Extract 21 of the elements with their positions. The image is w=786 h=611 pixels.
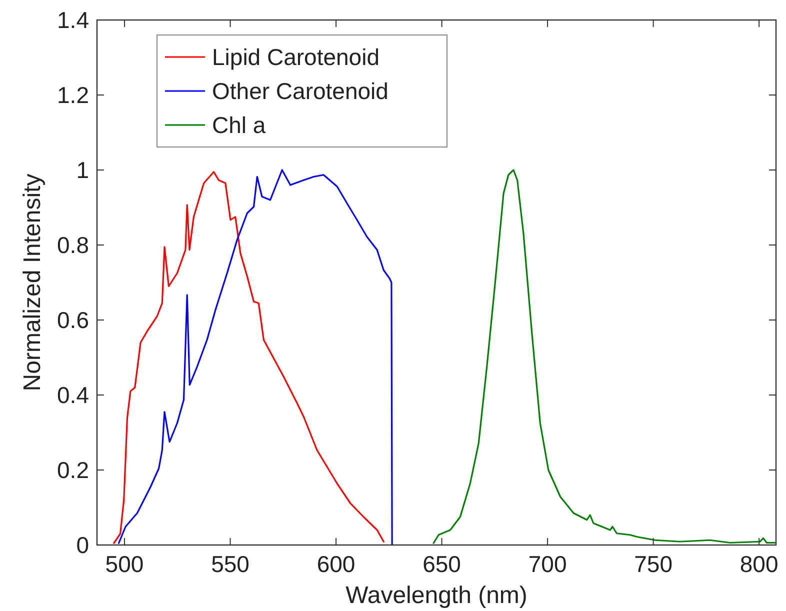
y-tick-label: 0.6: [57, 307, 89, 333]
x-tick-label: 750: [634, 551, 672, 577]
x-tick-label: 550: [211, 551, 250, 577]
y-tick-label: 0: [76, 532, 89, 558]
x-tick-label: 600: [316, 551, 356, 577]
legend-label: Chl a: [212, 112, 266, 138]
y-tick-label: 1: [76, 157, 89, 183]
x-tick-label: 650: [422, 551, 461, 577]
legend-label: Lipid Carotenoid: [212, 44, 380, 70]
line-series: [432, 169, 776, 544]
x-tick-label: 800: [740, 551, 778, 577]
x-axis-title: Wavelength (nm): [346, 582, 528, 609]
x-tick-label: 700: [528, 551, 567, 577]
y-tick-label: 0.2: [57, 457, 89, 483]
legend-label: Other Carotenoid: [212, 78, 388, 104]
x-tick-label: 500: [105, 551, 144, 577]
y-tick-label: 0.8: [57, 232, 89, 258]
y-axis-title: Normalized Intensity: [19, 174, 46, 392]
y-tick-label: 1.2: [57, 82, 89, 108]
y-tick-label: 0.4: [57, 382, 90, 408]
y-tick-label: 1.4: [57, 7, 90, 33]
